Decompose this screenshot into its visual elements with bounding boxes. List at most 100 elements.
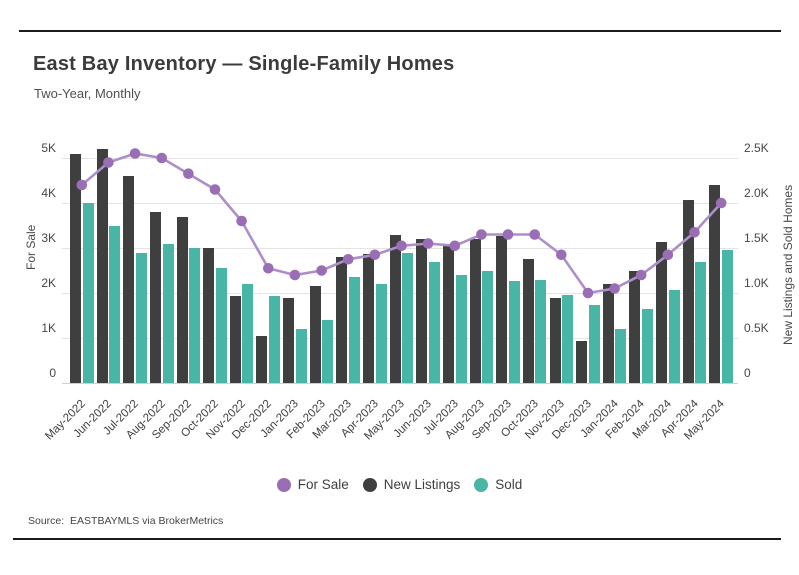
for-sale-point-oct-2022 [209,184,221,195]
bar-new-listings-jul-2022 [123,176,135,383]
bar-new-listings-apr-2024 [682,200,694,383]
bar-sold-jan-2024 [615,329,627,383]
for-sale-point-may-2022 [76,179,88,191]
bar-new-listings-mar-2023 [336,257,348,383]
bar-sold-may-2023 [402,252,414,383]
bar-sold-jun-2022 [109,225,121,383]
bar-new-listings-sep-2023 [496,236,508,383]
bottom-divider [13,538,781,540]
bar-new-listings-may-2022 [70,153,81,383]
right-axis-tick-label: 0.5K [744,321,769,335]
legend-label: For Sale [297,477,349,492]
for-sale-point-jul-2023 [449,240,461,252]
bar-sold-may-2022 [82,203,94,383]
bar-new-listings-jan-2023 [283,297,295,383]
bar-new-listings-mar-2024 [656,241,668,383]
bar-new-listings-jun-2023 [416,239,428,383]
bar-sold-aug-2023 [482,270,494,383]
for-sale-point-aug-2022 [156,152,167,164]
right-axis-tick-label: 0 [744,366,751,380]
legend-item-sold: Sold [474,477,522,492]
bar-sold-mar-2023 [349,276,360,383]
bar-sold-sep-2023 [508,281,520,383]
bar-new-listings-apr-2023 [363,254,375,383]
for-sale-point-mar-2023 [342,254,354,265]
for-sale-point-sep-2022 [183,168,194,179]
for-sale-point-may-2024 [715,197,727,209]
bar-new-listings-may-2024 [709,185,721,383]
top-divider [19,30,781,32]
legend-label: New Listings [383,477,461,492]
bar-sold-jan-2023 [295,329,307,383]
bar-new-listings-feb-2024 [629,271,641,383]
page-subtitle: Two-Year, Monthly [34,86,141,101]
bar-new-listings-jun-2022 [96,149,108,383]
source-note: Source: EASTBAYMLS via BrokerMetrics [28,515,224,527]
left-axis-tick-label: 0 [49,366,56,380]
right-axis-tick-label: 2.5K [744,141,769,155]
for-sale-point-nov-2022 [236,215,247,227]
for-sale-point-jun-2023 [422,238,434,249]
for-sale-point-oct-2023 [529,229,540,240]
bar-sold-dec-2022 [269,295,281,383]
bar-sold-jul-2023 [455,275,467,383]
bar-sold-oct-2022 [215,267,227,383]
bar-sold-nov-2022 [242,284,254,383]
left-axis-tick-label: 2K [41,276,56,290]
bar-new-listings-sep-2022 [176,216,188,383]
bar-sold-jul-2022 [135,252,147,383]
for-sale-point-jun-2022 [103,157,114,168]
legend-item-for-sale: For Sale [276,477,349,492]
chart-legend: For Sale New Listings Sold [0,477,799,492]
bar-new-listings-nov-2023 [549,298,561,383]
bar-new-listings-oct-2023 [522,258,534,383]
bar-new-listings-jan-2024 [602,284,614,383]
for-sale-point-dec-2023 [582,287,594,299]
bar-new-listings-oct-2022 [203,248,215,383]
for-sale-point-jul-2022 [129,148,141,159]
left-axis-tick-label: 1K [41,321,56,335]
bar-sold-apr-2023 [375,284,387,383]
bar-new-listings-nov-2022 [229,295,241,383]
page-title: East Bay Inventory — Single-Family Homes [33,53,455,75]
legend-item-new-listings: New Listings [362,477,461,492]
bar-sold-aug-2022 [162,243,174,383]
for-sale-point-apr-2023 [369,249,381,261]
right-axis-tick-label: 1.0K [744,276,769,290]
for-sale-line [80,152,723,295]
for-sale-line-layer [76,148,727,299]
bar-new-listings-dec-2023 [576,340,588,383]
legend-swatch-icon [362,477,377,492]
bar-sold-nov-2023 [562,294,574,383]
legend-swatch-icon [276,477,291,492]
for-sale-point-jan-2023 [289,269,301,281]
bar-new-listings-may-2023 [389,234,401,383]
bar-sold-sep-2022 [189,248,201,383]
for-sale-point-jan-2024 [609,283,620,294]
bar-new-listings-aug-2022 [149,212,161,383]
bar-sold-oct-2023 [535,279,547,383]
bar-sold-mar-2024 [668,290,680,383]
right-axis-title: New Listings and Sold Homes [781,184,795,345]
bar-new-listings-jul-2023 [442,243,454,383]
bar-sold-dec-2023 [588,304,600,383]
bar-sold-jun-2023 [428,261,440,383]
gridline [62,157,738,159]
bar-sold-feb-2023 [322,320,334,383]
for-sale-point-feb-2023 [316,265,327,276]
for-sale-point-apr-2024 [689,227,700,238]
legend-swatch-icon [474,477,489,492]
bar-new-listings-feb-2023 [309,285,321,383]
right-axis-tick-label: 1.5K [744,231,769,245]
for-sale-point-feb-2024 [635,269,647,281]
right-axis-tick-label: 2.0K [744,186,769,200]
bar-new-listings-dec-2022 [256,336,268,383]
for-sale-point-mar-2024 [662,249,674,261]
for-sale-point-nov-2023 [556,249,567,261]
bar-new-listings-aug-2023 [469,239,481,383]
gridline [62,202,738,204]
bar-sold-apr-2024 [695,261,707,383]
for-sale-point-dec-2022 [263,263,274,274]
plot-area [62,135,738,384]
